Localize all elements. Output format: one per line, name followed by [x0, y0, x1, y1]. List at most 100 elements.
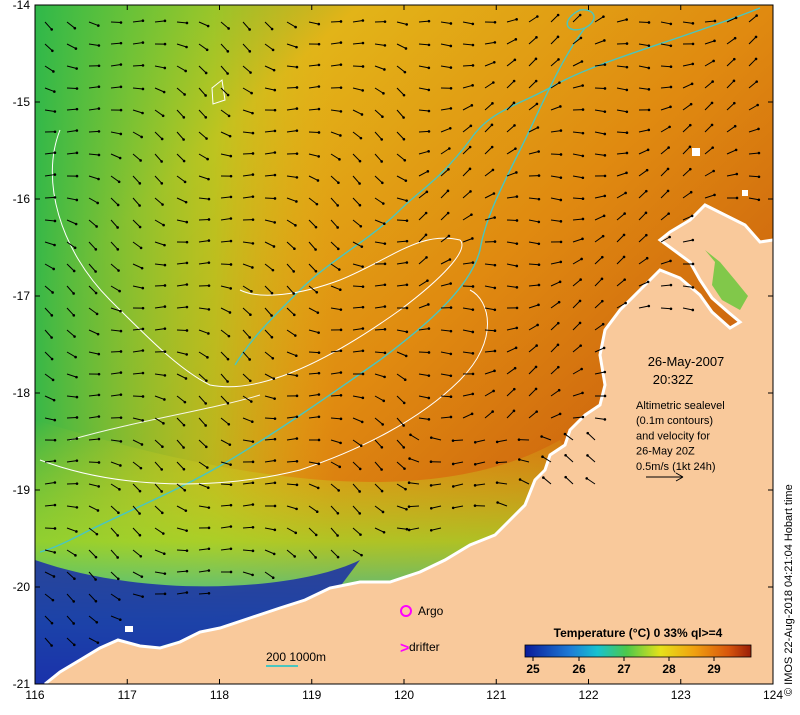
- velocity-arrow-head: [274, 505, 277, 508]
- velocity-arrow-head: [384, 44, 387, 47]
- velocity-arrow-head: [293, 247, 296, 250]
- velocity-arrow-head: [229, 135, 232, 138]
- colorbar: [525, 645, 751, 657]
- velocity-arrow-head: [120, 416, 123, 419]
- velocity-arrow-head: [604, 63, 607, 66]
- velocity-arrow-head: [164, 572, 167, 575]
- velocity-arrow-head: [318, 463, 321, 466]
- velocity-arrow-head: [296, 129, 299, 132]
- velocity-arrow-head: [670, 65, 673, 68]
- velocity-arrow-head: [491, 124, 494, 127]
- velocity-arrow-head: [98, 44, 101, 47]
- velocity-arrow-head: [205, 446, 208, 449]
- velocity-arrow-head: [186, 22, 189, 25]
- velocity-arrow-head: [97, 353, 100, 356]
- velocity-arrow-head: [756, 104, 759, 107]
- velocity-arrow-head: [582, 176, 585, 179]
- velocity-arrow-head: [314, 556, 317, 559]
- velocity-arrow-head: [430, 436, 433, 439]
- velocity-arrow-head: [138, 204, 141, 207]
- velocity-arrow-head: [76, 108, 79, 111]
- velocity-arrow-head: [626, 89, 629, 92]
- velocity-arrow-head: [538, 198, 541, 201]
- velocity-arrow-head: [406, 261, 409, 264]
- velocity-arrow-head: [470, 125, 473, 128]
- lon-tick-label: 122: [578, 688, 598, 702]
- velocity-arrow-head: [406, 528, 409, 531]
- velocity-arrow-head: [494, 21, 497, 24]
- velocity-arrow-head: [186, 549, 189, 552]
- velocity-arrow-head: [296, 374, 299, 377]
- velocity-arrow-head: [51, 622, 54, 625]
- velocity-arrow-head: [755, 80, 758, 83]
- credit-text: © IMOS 22-Aug-2018 04:21:04 Hobart time: [783, 484, 795, 696]
- velocity-arrow-head: [472, 308, 475, 311]
- velocity-arrow-head: [450, 45, 453, 48]
- velocity-arrow-head: [602, 15, 605, 18]
- velocity-arrow-head: [337, 512, 340, 515]
- velocity-arrow-head: [340, 41, 343, 44]
- velocity-arrow-head: [381, 490, 384, 493]
- velocity-arrow-head: [405, 199, 408, 202]
- velocity-arrow-head: [73, 577, 76, 580]
- velocity-arrow-head: [273, 245, 276, 248]
- velocity-arrow-head: [53, 551, 56, 554]
- velocity-arrow-head: [426, 279, 429, 282]
- velocity-arrow-head: [538, 263, 541, 266]
- velocity-arrow-head: [274, 417, 277, 420]
- velocity-arrow-head: [230, 240, 233, 243]
- velocity-arrow-head: [535, 36, 538, 39]
- velocity-arrow-head: [516, 242, 519, 245]
- velocity-arrow-head: [340, 418, 343, 421]
- velocity-arrow-head: [296, 86, 299, 89]
- velocity-arrow: [419, 131, 429, 132]
- velocity-arrow-head: [273, 221, 276, 224]
- colorbar-tick-label: 25: [526, 662, 540, 676]
- velocity-arrow-head: [273, 553, 276, 556]
- velocity-arrow-head: [54, 460, 57, 463]
- velocity-arrow-head: [471, 104, 474, 107]
- velocity-arrow-head: [449, 258, 452, 261]
- velocity-arrow-head: [689, 146, 692, 149]
- velocity-arrow-head: [755, 36, 758, 39]
- velocity-arrow-head: [164, 374, 167, 377]
- velocity-arrow-head: [185, 46, 188, 49]
- velocity-arrow-head: [161, 138, 164, 141]
- velocity-arrow-head: [97, 178, 100, 181]
- velocity-arrow-head: [670, 307, 673, 310]
- velocity-arrow-head: [315, 534, 318, 537]
- velocity-arrow-head: [582, 218, 585, 221]
- velocity-arrow-head: [645, 234, 648, 237]
- velocity-arrow-head: [116, 556, 119, 559]
- velocity-arrow-head: [117, 578, 120, 581]
- velocity-arrow-head: [120, 330, 123, 333]
- colorbar-tick-label: 27: [617, 662, 631, 676]
- velocity-arrow-head: [667, 168, 670, 171]
- velocity-arrow-head: [450, 66, 453, 69]
- velocity-arrow-head: [514, 59, 517, 62]
- lon-tick-label: 123: [671, 688, 691, 702]
- velocity-arrow-head: [229, 311, 232, 314]
- velocity-arrow-head: [472, 64, 475, 67]
- velocity-arrow-head: [119, 310, 122, 313]
- velocity-arrow-head: [98, 461, 101, 464]
- velocity-arrow-head: [139, 226, 142, 229]
- velocity-arrow-head: [624, 302, 627, 305]
- velocity-arrow-head: [97, 24, 100, 27]
- velocity-arrow-head: [425, 234, 428, 237]
- velocity-arrow-head: [474, 484, 477, 487]
- velocity-arrow-head: [164, 264, 167, 267]
- velocity-arrow-head: [141, 267, 144, 270]
- velocity-arrow: [67, 88, 77, 89]
- velocity-arrow-head: [117, 511, 120, 514]
- velocity-arrow-head: [162, 422, 165, 425]
- velocity-arrow-head: [119, 464, 122, 467]
- velocity-arrow-head: [337, 489, 340, 492]
- velocity-arrow-head: [381, 423, 384, 426]
- velocity-arrow-head: [471, 393, 474, 396]
- velocity-arrow-head: [535, 410, 538, 413]
- velocity-arrow-head: [139, 490, 142, 493]
- velocity-arrow-head: [692, 286, 695, 289]
- velocity-arrow-head: [230, 196, 233, 199]
- velocity-arrow-head: [472, 44, 475, 47]
